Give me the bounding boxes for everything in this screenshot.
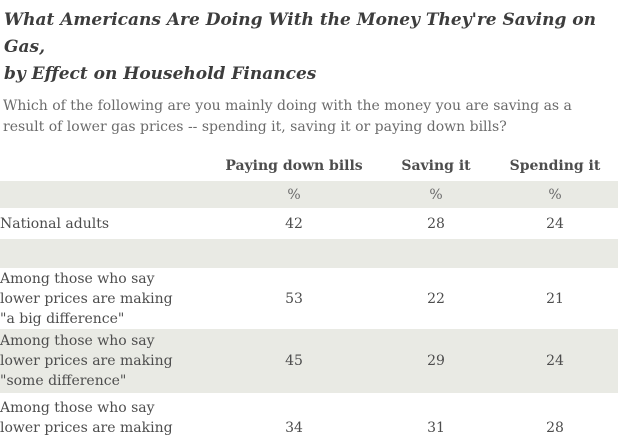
header-row-empty-cell	[0, 151, 208, 181]
value-cell: 42	[285, 215, 303, 232]
value-cell: 34	[285, 420, 303, 436]
table-row-some-difference: Among those who say lower prices are mak…	[0, 329, 618, 393]
value-cell: 24	[492, 329, 618, 393]
column-header-spending-it: Spending it	[509, 158, 601, 174]
spacer-row	[0, 239, 618, 268]
unit-row-empty-cell	[0, 181, 208, 208]
spacer-cell	[0, 239, 618, 268]
value-cell: 22	[427, 290, 445, 307]
value-cell: 53	[285, 290, 303, 307]
unit-percent-sign: %	[492, 181, 618, 208]
value-cell: 28	[546, 420, 564, 436]
value-cell: 24	[546, 215, 564, 232]
row-label: Among those who say lower prices are mak…	[0, 400, 173, 436]
value-cell: 21	[546, 290, 564, 307]
column-header-paying-down-bills: Paying down bills	[225, 158, 363, 174]
table-row-national-adults: National adults 42 28 24	[0, 208, 618, 239]
row-label: Among those who say lower prices are mak…	[0, 270, 173, 327]
table-row-little-to-no-difference: Among those who say lower prices are mak…	[0, 393, 618, 440]
row-label: Among those who say lower prices are mak…	[0, 329, 208, 393]
value-cell: 29	[380, 329, 492, 393]
value-cell: 31	[427, 420, 445, 436]
unit-percent-sign: %	[380, 181, 492, 208]
unit-percent-sign: %	[208, 181, 380, 208]
figure-title: What Americans Are Doing With the Money …	[4, 10, 596, 84]
figure-question: Which of the following are you mainly do…	[3, 98, 572, 135]
poll-results-table: Paying down bills Saving it Spending it …	[0, 151, 618, 440]
table-header-row: Paying down bills Saving it Spending it	[0, 151, 618, 181]
value-cell: 28	[427, 215, 445, 232]
unit-row: % % %	[0, 181, 618, 208]
column-header-saving-it: Saving it	[401, 158, 471, 174]
value-cell: 45	[208, 329, 380, 393]
row-label: National adults	[0, 215, 110, 232]
table-row-big-difference: Among those who say lower prices are mak…	[0, 268, 618, 329]
